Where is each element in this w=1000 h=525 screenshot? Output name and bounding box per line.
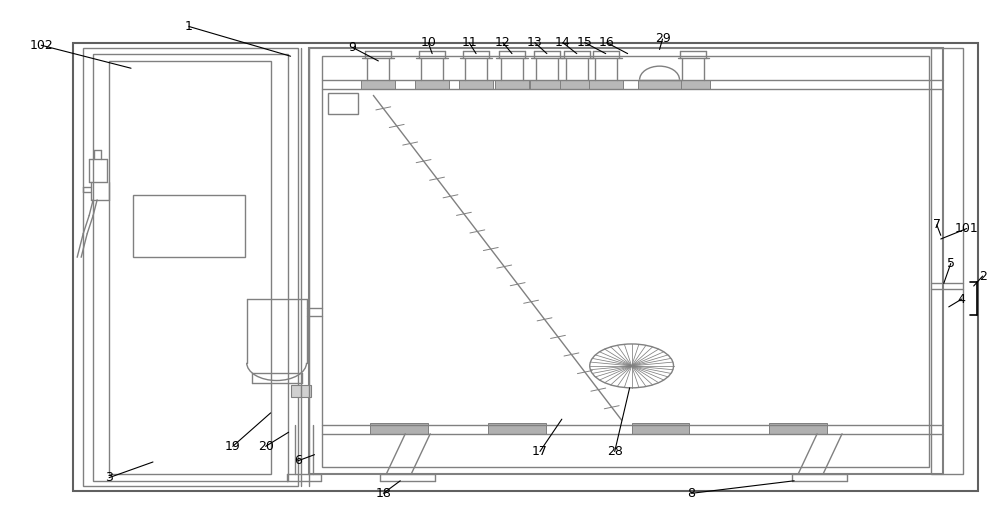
Text: 12: 12 bbox=[495, 36, 511, 49]
Bar bbox=[322, 56, 929, 467]
Text: 2: 2 bbox=[979, 269, 987, 282]
Bar bbox=[370, 423, 428, 434]
Bar bbox=[328, 93, 358, 114]
Bar bbox=[73, 43, 978, 491]
Bar bbox=[291, 385, 311, 397]
Text: 4: 4 bbox=[958, 292, 966, 306]
Bar bbox=[93, 54, 288, 481]
Text: 19: 19 bbox=[225, 440, 241, 453]
Bar bbox=[677, 80, 710, 89]
Bar bbox=[769, 423, 827, 434]
Bar bbox=[83, 48, 298, 486]
Text: 6: 6 bbox=[294, 455, 302, 467]
Text: 17: 17 bbox=[532, 445, 548, 458]
Text: 10: 10 bbox=[420, 36, 436, 49]
Bar bbox=[560, 80, 594, 89]
Text: 20: 20 bbox=[258, 440, 274, 453]
Bar bbox=[638, 80, 681, 89]
Text: 18: 18 bbox=[375, 487, 391, 500]
Bar bbox=[530, 80, 564, 89]
Bar bbox=[415, 80, 449, 89]
Text: 13: 13 bbox=[527, 36, 543, 49]
Text: 1: 1 bbox=[185, 20, 193, 33]
Bar bbox=[495, 80, 529, 89]
Bar bbox=[931, 48, 963, 474]
Bar bbox=[309, 48, 943, 474]
Bar bbox=[361, 80, 395, 89]
Text: 15: 15 bbox=[577, 36, 593, 49]
Text: 8: 8 bbox=[687, 487, 695, 500]
Bar bbox=[133, 195, 245, 257]
Text: 9: 9 bbox=[348, 41, 356, 54]
Text: 16: 16 bbox=[599, 36, 615, 49]
Bar bbox=[589, 80, 623, 89]
Text: 28: 28 bbox=[607, 445, 623, 458]
Bar bbox=[488, 423, 546, 434]
Bar bbox=[632, 423, 689, 434]
Text: 3: 3 bbox=[105, 471, 113, 484]
Text: 14: 14 bbox=[555, 36, 571, 49]
Text: 101: 101 bbox=[955, 222, 979, 235]
Bar bbox=[459, 80, 493, 89]
Bar bbox=[109, 61, 271, 474]
Text: 29: 29 bbox=[655, 33, 670, 46]
Text: 11: 11 bbox=[461, 36, 477, 49]
Text: 5: 5 bbox=[947, 257, 955, 270]
Text: 7: 7 bbox=[933, 218, 941, 232]
Text: 102: 102 bbox=[29, 39, 53, 52]
